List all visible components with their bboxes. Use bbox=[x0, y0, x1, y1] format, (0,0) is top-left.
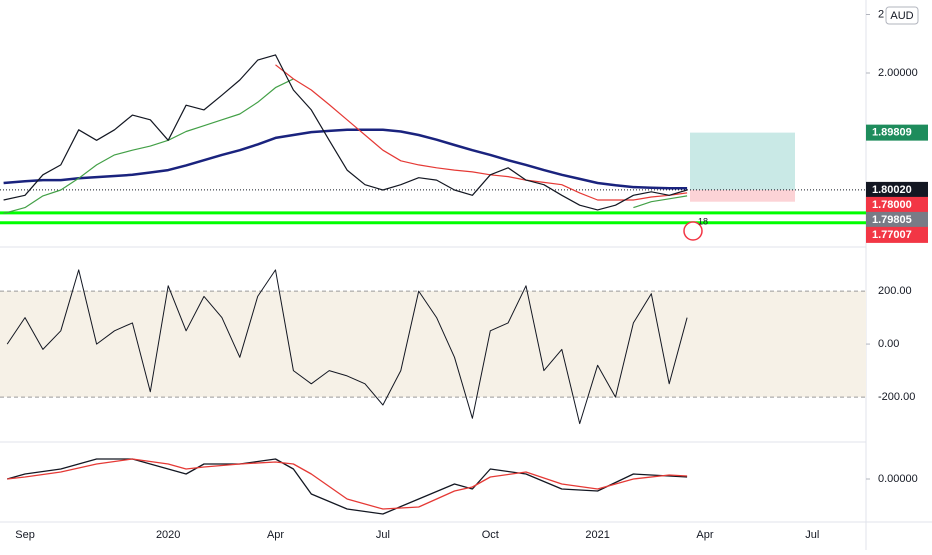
price-tag-label: 1.89809 bbox=[872, 127, 912, 139]
price-tag bbox=[866, 181, 928, 198]
series-line bbox=[3, 78, 688, 214]
price-tag bbox=[866, 124, 928, 141]
series-line bbox=[6, 269, 688, 425]
series-line bbox=[7, 458, 688, 515]
stop-zone bbox=[690, 189, 795, 202]
x-tick-label: Apr bbox=[267, 529, 284, 541]
y-tick-label: 2 bbox=[878, 8, 884, 20]
price-tag bbox=[866, 196, 928, 213]
price-tag bbox=[866, 211, 928, 228]
series-line bbox=[3, 54, 688, 211]
y-tick-label: 0.00 bbox=[878, 338, 899, 350]
y-tick-label: 2.00000 bbox=[878, 67, 918, 79]
target-zone bbox=[690, 132, 795, 190]
price-tag bbox=[866, 226, 928, 243]
x-tick-label: Apr bbox=[696, 529, 713, 541]
price-tag-label: 1.79805 bbox=[872, 214, 912, 226]
x-tick-label: 2020 bbox=[156, 529, 180, 541]
series-line bbox=[275, 64, 688, 201]
currency: AUD bbox=[890, 10, 913, 22]
price-tag-label: 1.77007 bbox=[872, 229, 912, 241]
alert-badge bbox=[683, 221, 703, 241]
price-tag-label: 1.78000 bbox=[872, 199, 912, 211]
price-tag-label: 1.80020 bbox=[872, 184, 912, 196]
x-tick-label: Jul bbox=[376, 529, 390, 541]
series-line bbox=[3, 128, 688, 190]
series-line bbox=[7, 458, 688, 510]
x-tick-label: 2021 bbox=[585, 529, 609, 541]
y-tick-label: 0.00000 bbox=[878, 473, 918, 485]
currency-badge bbox=[885, 6, 919, 25]
x-tick-label: Oct bbox=[482, 529, 499, 541]
y-tick-label: -200.00 bbox=[878, 391, 915, 403]
alert-count: 18 bbox=[698, 216, 708, 226]
y-tick-label: 200.00 bbox=[878, 285, 912, 297]
x-tick-label: Jul bbox=[805, 529, 819, 541]
x-tick-label: Sep bbox=[15, 529, 35, 541]
cci-band bbox=[0, 291, 866, 398]
